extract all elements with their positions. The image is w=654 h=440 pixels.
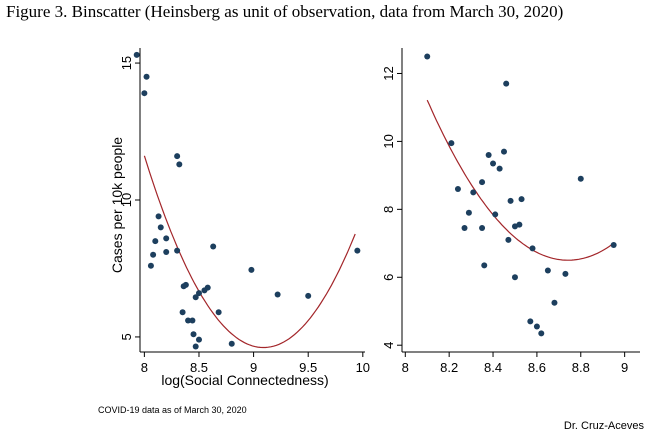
data-point xyxy=(305,292,312,299)
data-point xyxy=(538,330,545,337)
figure-title: Figure 3. Binscatter (Heinsberg as unit … xyxy=(6,2,564,21)
data-point xyxy=(192,294,199,301)
x-tick-label: 10 xyxy=(356,360,370,375)
data-point xyxy=(481,262,488,269)
y-tick-label: 10 xyxy=(119,193,134,207)
data-point xyxy=(180,283,187,290)
x-tick-label: 8.2 xyxy=(440,360,458,375)
data-point xyxy=(507,197,514,204)
data-point xyxy=(176,161,183,168)
y-tick-label: 10 xyxy=(381,134,396,148)
author-credit: Dr. Cruz-Aceves xyxy=(563,420,644,432)
data-point xyxy=(195,336,202,343)
data-point xyxy=(157,224,164,231)
data-point xyxy=(195,290,202,297)
data-point xyxy=(610,242,617,249)
y-tick-label: 12 xyxy=(381,66,396,80)
data-point xyxy=(179,309,186,316)
data-point xyxy=(174,247,181,254)
footnote: COVID-19 data as of March 30, 2020 xyxy=(98,405,247,415)
data-point xyxy=(505,236,512,243)
data-point xyxy=(492,211,499,218)
data-point xyxy=(527,318,534,325)
data-point xyxy=(133,51,140,58)
data-point xyxy=(248,266,255,273)
data-point xyxy=(533,323,540,330)
data-point xyxy=(150,251,157,258)
data-point xyxy=(174,153,181,160)
y-tick-label: 15 xyxy=(119,56,134,70)
data-point xyxy=(479,179,486,186)
x-tick-label: 8.6 xyxy=(528,360,546,375)
x-axis-title: log(Social Connectedness) xyxy=(161,372,328,388)
x-tick-label: 8.4 xyxy=(484,360,502,375)
data-point xyxy=(152,238,159,245)
x-tick-label: 9.5 xyxy=(299,360,317,375)
data-point xyxy=(516,221,523,228)
data-point xyxy=(490,160,497,167)
x-tick-label: 9 xyxy=(250,360,257,375)
data-point xyxy=(210,243,217,250)
data-point xyxy=(529,245,536,252)
data-point xyxy=(562,270,569,277)
data-point xyxy=(485,151,492,158)
data-point xyxy=(470,189,477,196)
data-point xyxy=(274,291,281,298)
data-point xyxy=(147,262,154,269)
data-point xyxy=(461,225,468,232)
x-tick-label: 8.8 xyxy=(572,360,590,375)
data-point xyxy=(518,196,525,203)
data-point xyxy=(163,249,170,256)
data-point xyxy=(448,140,455,147)
data-point xyxy=(577,175,584,182)
data-point xyxy=(189,317,196,324)
chart-panel-right: 8 8.2 8.4 8.6 8.8 9 4 6 8 10 12 xyxy=(381,48,640,375)
data-point xyxy=(190,331,197,338)
chart-panel-left: 8 8.5 9 9.5 10 5 10 15 log(Social Connectedness)… xyxy=(109,48,370,388)
data-point xyxy=(354,247,361,254)
data-point xyxy=(141,90,148,97)
data-point xyxy=(215,309,222,316)
x-tick-label: 9 xyxy=(621,360,628,375)
x-tick-label: 8.5 xyxy=(190,360,208,375)
data-point xyxy=(454,185,461,192)
data-point xyxy=(228,340,235,347)
data-point xyxy=(424,53,431,60)
x-tick-label: 8 xyxy=(402,360,409,375)
y-tick-label: 6 xyxy=(381,274,396,281)
data-point xyxy=(544,267,551,274)
y-tick-label: 5 xyxy=(119,333,134,340)
data-point xyxy=(201,287,208,294)
data-point xyxy=(551,299,558,306)
data-point xyxy=(155,213,162,220)
fit-curve xyxy=(426,99,615,261)
y-tick-label: 4 xyxy=(381,342,396,349)
data-point xyxy=(465,209,472,216)
data-point xyxy=(496,165,503,172)
data-point xyxy=(479,225,486,232)
data-point xyxy=(503,80,510,87)
data-point xyxy=(501,148,507,155)
data-point xyxy=(192,343,199,350)
data-point xyxy=(163,235,170,242)
data-point xyxy=(511,274,518,281)
y-axis-title: Cases per 10k people xyxy=(109,137,125,273)
data-point xyxy=(143,73,150,80)
data-point xyxy=(185,317,192,324)
x-tick-label: 8 xyxy=(141,360,148,375)
y-tick-label: 8 xyxy=(381,206,396,213)
